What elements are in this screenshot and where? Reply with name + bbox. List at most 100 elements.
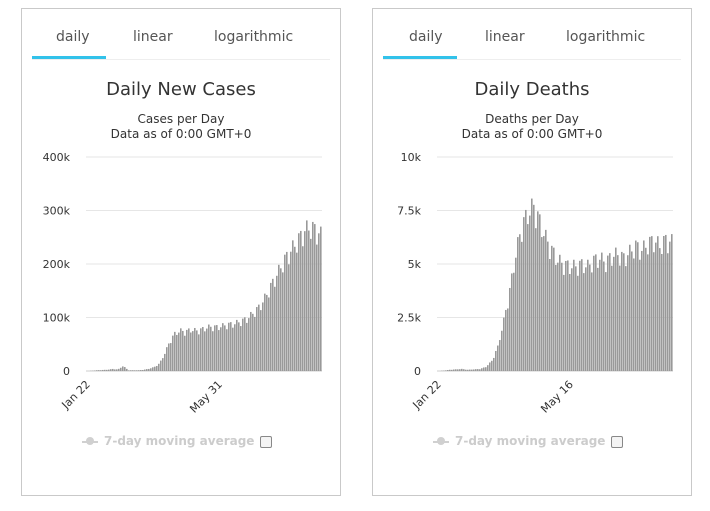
bar — [148, 368, 150, 371]
bar — [543, 236, 545, 371]
tab-daily[interactable]: daily — [409, 29, 443, 45]
bar — [629, 244, 631, 371]
bar — [170, 343, 172, 371]
bar — [533, 204, 535, 371]
bar — [234, 324, 236, 371]
bar — [318, 233, 320, 371]
bar — [457, 369, 459, 371]
bar — [218, 330, 220, 371]
bar — [208, 324, 210, 371]
bar — [192, 331, 194, 371]
moving-average-checkbox[interactable] — [611, 436, 623, 448]
bar — [577, 275, 579, 371]
bar — [302, 246, 304, 371]
bar — [96, 370, 98, 371]
tab-logarithmic[interactable]: logarithmic — [566, 29, 646, 45]
bar — [214, 325, 216, 371]
bar — [633, 258, 635, 371]
tab-linear[interactable]: linear — [133, 29, 173, 45]
bar — [188, 328, 190, 371]
y-tick-label: 100k — [43, 312, 71, 325]
bar — [459, 369, 461, 371]
bar — [290, 251, 292, 371]
bar — [240, 326, 242, 371]
bar — [110, 369, 112, 371]
bar — [250, 311, 252, 371]
x-tick-label: Jan 22 — [59, 378, 93, 412]
bar — [493, 357, 495, 371]
bar — [581, 259, 583, 371]
bar — [593, 255, 595, 371]
bar — [641, 250, 643, 371]
bar — [144, 369, 146, 371]
chart-subtitle-line1: Cases per Day — [137, 112, 225, 126]
y-tick-label: 2.5k — [397, 312, 421, 325]
bar — [280, 268, 282, 371]
bar — [204, 331, 206, 371]
bar — [306, 220, 308, 371]
x-tick-label: May 16 — [538, 378, 576, 416]
bar — [515, 257, 517, 371]
bar — [483, 367, 485, 371]
chart-subtitle-line1: Deaths per Day — [485, 112, 579, 126]
bar — [236, 319, 238, 371]
bar — [252, 313, 254, 371]
bar — [617, 255, 619, 371]
bar — [178, 332, 180, 371]
bar — [222, 323, 224, 371]
bar — [118, 368, 120, 371]
bar — [228, 322, 230, 371]
bar — [180, 328, 182, 371]
bar — [485, 367, 487, 371]
bar — [479, 369, 481, 371]
bar — [523, 217, 525, 371]
chart-title: Daily New Cases — [106, 79, 256, 100]
bar — [655, 242, 657, 371]
cases-bar-chart: 0 100k 200k 300k 400k Jan 22 May 31 — [43, 151, 322, 416]
bar — [621, 251, 623, 371]
tab-linear[interactable]: linear — [485, 29, 525, 45]
bar — [314, 224, 316, 371]
bar — [461, 368, 463, 371]
bar — [645, 247, 647, 371]
bar — [308, 230, 310, 371]
bar — [563, 274, 565, 371]
bar — [100, 370, 102, 371]
bar — [274, 286, 276, 371]
legend-label: 7-day moving average — [455, 434, 606, 448]
bar — [206, 328, 208, 371]
bar — [176, 334, 178, 371]
bar — [619, 265, 621, 371]
bar — [517, 237, 519, 371]
bar — [625, 266, 627, 371]
bar — [242, 318, 244, 371]
bar — [601, 252, 603, 371]
bar — [162, 358, 164, 371]
y-tick-label: 400k — [43, 151, 71, 164]
bar — [595, 254, 597, 371]
bar — [671, 234, 673, 371]
moving-average-checkbox[interactable] — [260, 436, 272, 448]
bar — [567, 260, 569, 371]
bar — [120, 367, 122, 371]
bar — [224, 325, 226, 371]
bar — [320, 226, 322, 371]
bar — [537, 211, 539, 371]
bar — [292, 240, 294, 371]
bar — [665, 234, 667, 371]
active-tab-indicator — [32, 56, 106, 59]
bar — [232, 327, 234, 371]
tab-logarithmic[interactable]: logarithmic — [214, 29, 294, 45]
bar — [481, 368, 483, 371]
bar — [445, 370, 447, 371]
tab-daily[interactable]: daily — [56, 29, 90, 45]
bar — [507, 308, 509, 371]
bar — [551, 245, 553, 371]
chart-tabs: daily linear logarithmic — [383, 19, 681, 60]
bar — [453, 369, 455, 371]
bar — [150, 368, 152, 371]
bar — [609, 253, 611, 371]
bar — [264, 293, 266, 371]
bar — [467, 369, 469, 371]
chart-tabs: daily linear logarithmic — [32, 19, 330, 60]
